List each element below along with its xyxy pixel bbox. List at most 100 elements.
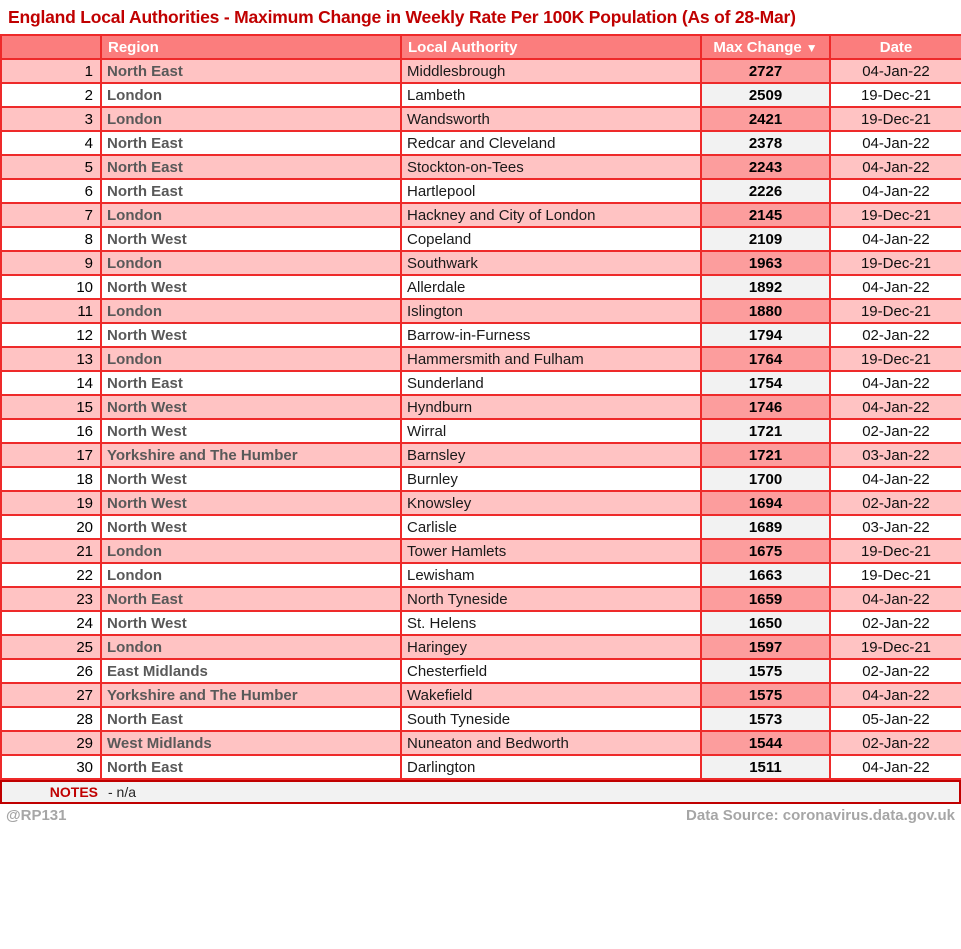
rank-cell: 18: [0, 466, 102, 492]
column-header-local-authority: Local Authority: [400, 34, 702, 60]
table-row: 5 North East Stockton-on-Tees 2243 04-Ja…: [0, 154, 961, 180]
table-row: 17 Yorkshire and The Humber Barnsley 172…: [0, 442, 961, 468]
date-cell: 19-Dec-21: [829, 538, 961, 564]
region-cell: North West: [100, 394, 402, 420]
date-cell: 05-Jan-22: [829, 706, 961, 732]
region-cell: North West: [100, 514, 402, 540]
local-authority-cell: Knowsley: [400, 490, 702, 516]
table-row: 11 London Islington 1880 19-Dec-21: [0, 298, 961, 324]
rank-cell: 1: [0, 58, 102, 84]
region-cell: London: [100, 346, 402, 372]
rank-cell: 6: [0, 178, 102, 204]
max-change-cell: 2109: [700, 226, 831, 252]
local-authority-cell: Lewisham: [400, 562, 702, 588]
rank-cell: 12: [0, 322, 102, 348]
local-authority-cell: Middlesbrough: [400, 58, 702, 84]
max-change-cell: 2243: [700, 154, 831, 180]
table-row: 28 North East South Tyneside 1573 05-Jan…: [0, 706, 961, 732]
column-header-rank: [0, 34, 102, 60]
local-authority-cell: Islington: [400, 298, 702, 324]
max-change-cell: 1754: [700, 370, 831, 396]
region-cell: North West: [100, 418, 402, 444]
column-header-date: Date: [829, 34, 961, 60]
local-authority-cell: South Tyneside: [400, 706, 702, 732]
date-cell: 19-Dec-21: [829, 250, 961, 276]
local-authority-cell: Hartlepool: [400, 178, 702, 204]
region-cell: London: [100, 634, 402, 660]
date-cell: 04-Jan-22: [829, 394, 961, 420]
date-cell: 04-Jan-22: [829, 274, 961, 300]
max-change-cell: 1597: [700, 634, 831, 660]
sort-descending-icon[interactable]: ▼: [805, 40, 818, 55]
notes-text: - n/a: [108, 784, 137, 800]
date-cell: 19-Dec-21: [829, 82, 961, 108]
local-authority-cell: Redcar and Cleveland: [400, 130, 702, 156]
local-authority-cell: Sunderland: [400, 370, 702, 396]
rank-cell: 11: [0, 298, 102, 324]
rank-cell: 19: [0, 490, 102, 516]
date-cell: 04-Jan-22: [829, 586, 961, 612]
column-header-max-change[interactable]: Max Change ▼: [700, 34, 831, 60]
table-row: 2 London Lambeth 2509 19-Dec-21: [0, 82, 961, 108]
local-authority-cell: Copeland: [400, 226, 702, 252]
page-title: England Local Authorities - Maximum Chan…: [8, 6, 796, 27]
region-cell: London: [100, 562, 402, 588]
notes-label: NOTES: [49, 784, 98, 800]
local-authority-cell: Wakefield: [400, 682, 702, 708]
table-row: 12 North West Barrow-in-Furness 1794 02-…: [0, 322, 961, 348]
max-change-cell: 1694: [700, 490, 831, 516]
region-cell: Yorkshire and The Humber: [100, 682, 402, 708]
rank-cell: 8: [0, 226, 102, 252]
table-row: 30 North East Darlington 1511 04-Jan-22: [0, 754, 961, 780]
max-change-cell: 1963: [700, 250, 831, 276]
date-cell: 19-Dec-21: [829, 634, 961, 660]
table-row: 4 North East Redcar and Cleveland 2378 0…: [0, 130, 961, 156]
max-change-cell: 1794: [700, 322, 831, 348]
rank-cell: 2: [0, 82, 102, 108]
table-row: 7 London Hackney and City of London 2145…: [0, 202, 961, 228]
region-cell: London: [100, 250, 402, 276]
table-row: 6 North East Hartlepool 2226 04-Jan-22: [0, 178, 961, 204]
table-header: Region Local Authority Max Change ▼ Date: [0, 34, 961, 60]
rank-cell: 7: [0, 202, 102, 228]
region-cell: North West: [100, 490, 402, 516]
rank-cell: 29: [0, 730, 102, 756]
rank-cell: 26: [0, 658, 102, 684]
max-change-cell: 1573: [700, 706, 831, 732]
table-row: 24 North West St. Helens 1650 02-Jan-22: [0, 610, 961, 636]
date-cell: 04-Jan-22: [829, 754, 961, 780]
region-cell: North West: [100, 274, 402, 300]
region-cell: North West: [100, 610, 402, 636]
max-change-cell: 2226: [700, 178, 831, 204]
region-cell: London: [100, 202, 402, 228]
rank-cell: 28: [0, 706, 102, 732]
rank-cell: 3: [0, 106, 102, 132]
table-row: 29 West Midlands Nuneaton and Bedworth 1…: [0, 730, 961, 756]
data-table: Region Local Authority Max Change ▼ Date …: [0, 34, 961, 780]
local-authority-cell: Haringey: [400, 634, 702, 660]
region-cell: North East: [100, 58, 402, 84]
rank-cell: 5: [0, 154, 102, 180]
date-cell: 02-Jan-22: [829, 490, 961, 516]
max-change-cell: 1511: [700, 754, 831, 780]
table-row: 10 North West Allerdale 1892 04-Jan-22: [0, 274, 961, 300]
footer-bar: @RP131 Data Source: coronavirus.data.gov…: [0, 804, 961, 827]
rank-cell: 25: [0, 634, 102, 660]
table-row: 19 North West Knowsley 1694 02-Jan-22: [0, 490, 961, 516]
local-authority-cell: Lambeth: [400, 82, 702, 108]
rank-cell: 20: [0, 514, 102, 540]
local-authority-cell: Carlisle: [400, 514, 702, 540]
table-row: 22 London Lewisham 1663 19-Dec-21: [0, 562, 961, 588]
rank-cell: 24: [0, 610, 102, 636]
notes-row: NOTES - n/a: [0, 780, 961, 804]
date-cell: 19-Dec-21: [829, 106, 961, 132]
local-authority-cell: Tower Hamlets: [400, 538, 702, 564]
rank-cell: 4: [0, 130, 102, 156]
table-row: 16 North West Wirral 1721 02-Jan-22: [0, 418, 961, 444]
region-cell: North West: [100, 466, 402, 492]
local-authority-cell: North Tyneside: [400, 586, 702, 612]
local-authority-cell: Barnsley: [400, 442, 702, 468]
date-cell: 04-Jan-22: [829, 58, 961, 84]
date-cell: 03-Jan-22: [829, 514, 961, 540]
region-cell: West Midlands: [100, 730, 402, 756]
